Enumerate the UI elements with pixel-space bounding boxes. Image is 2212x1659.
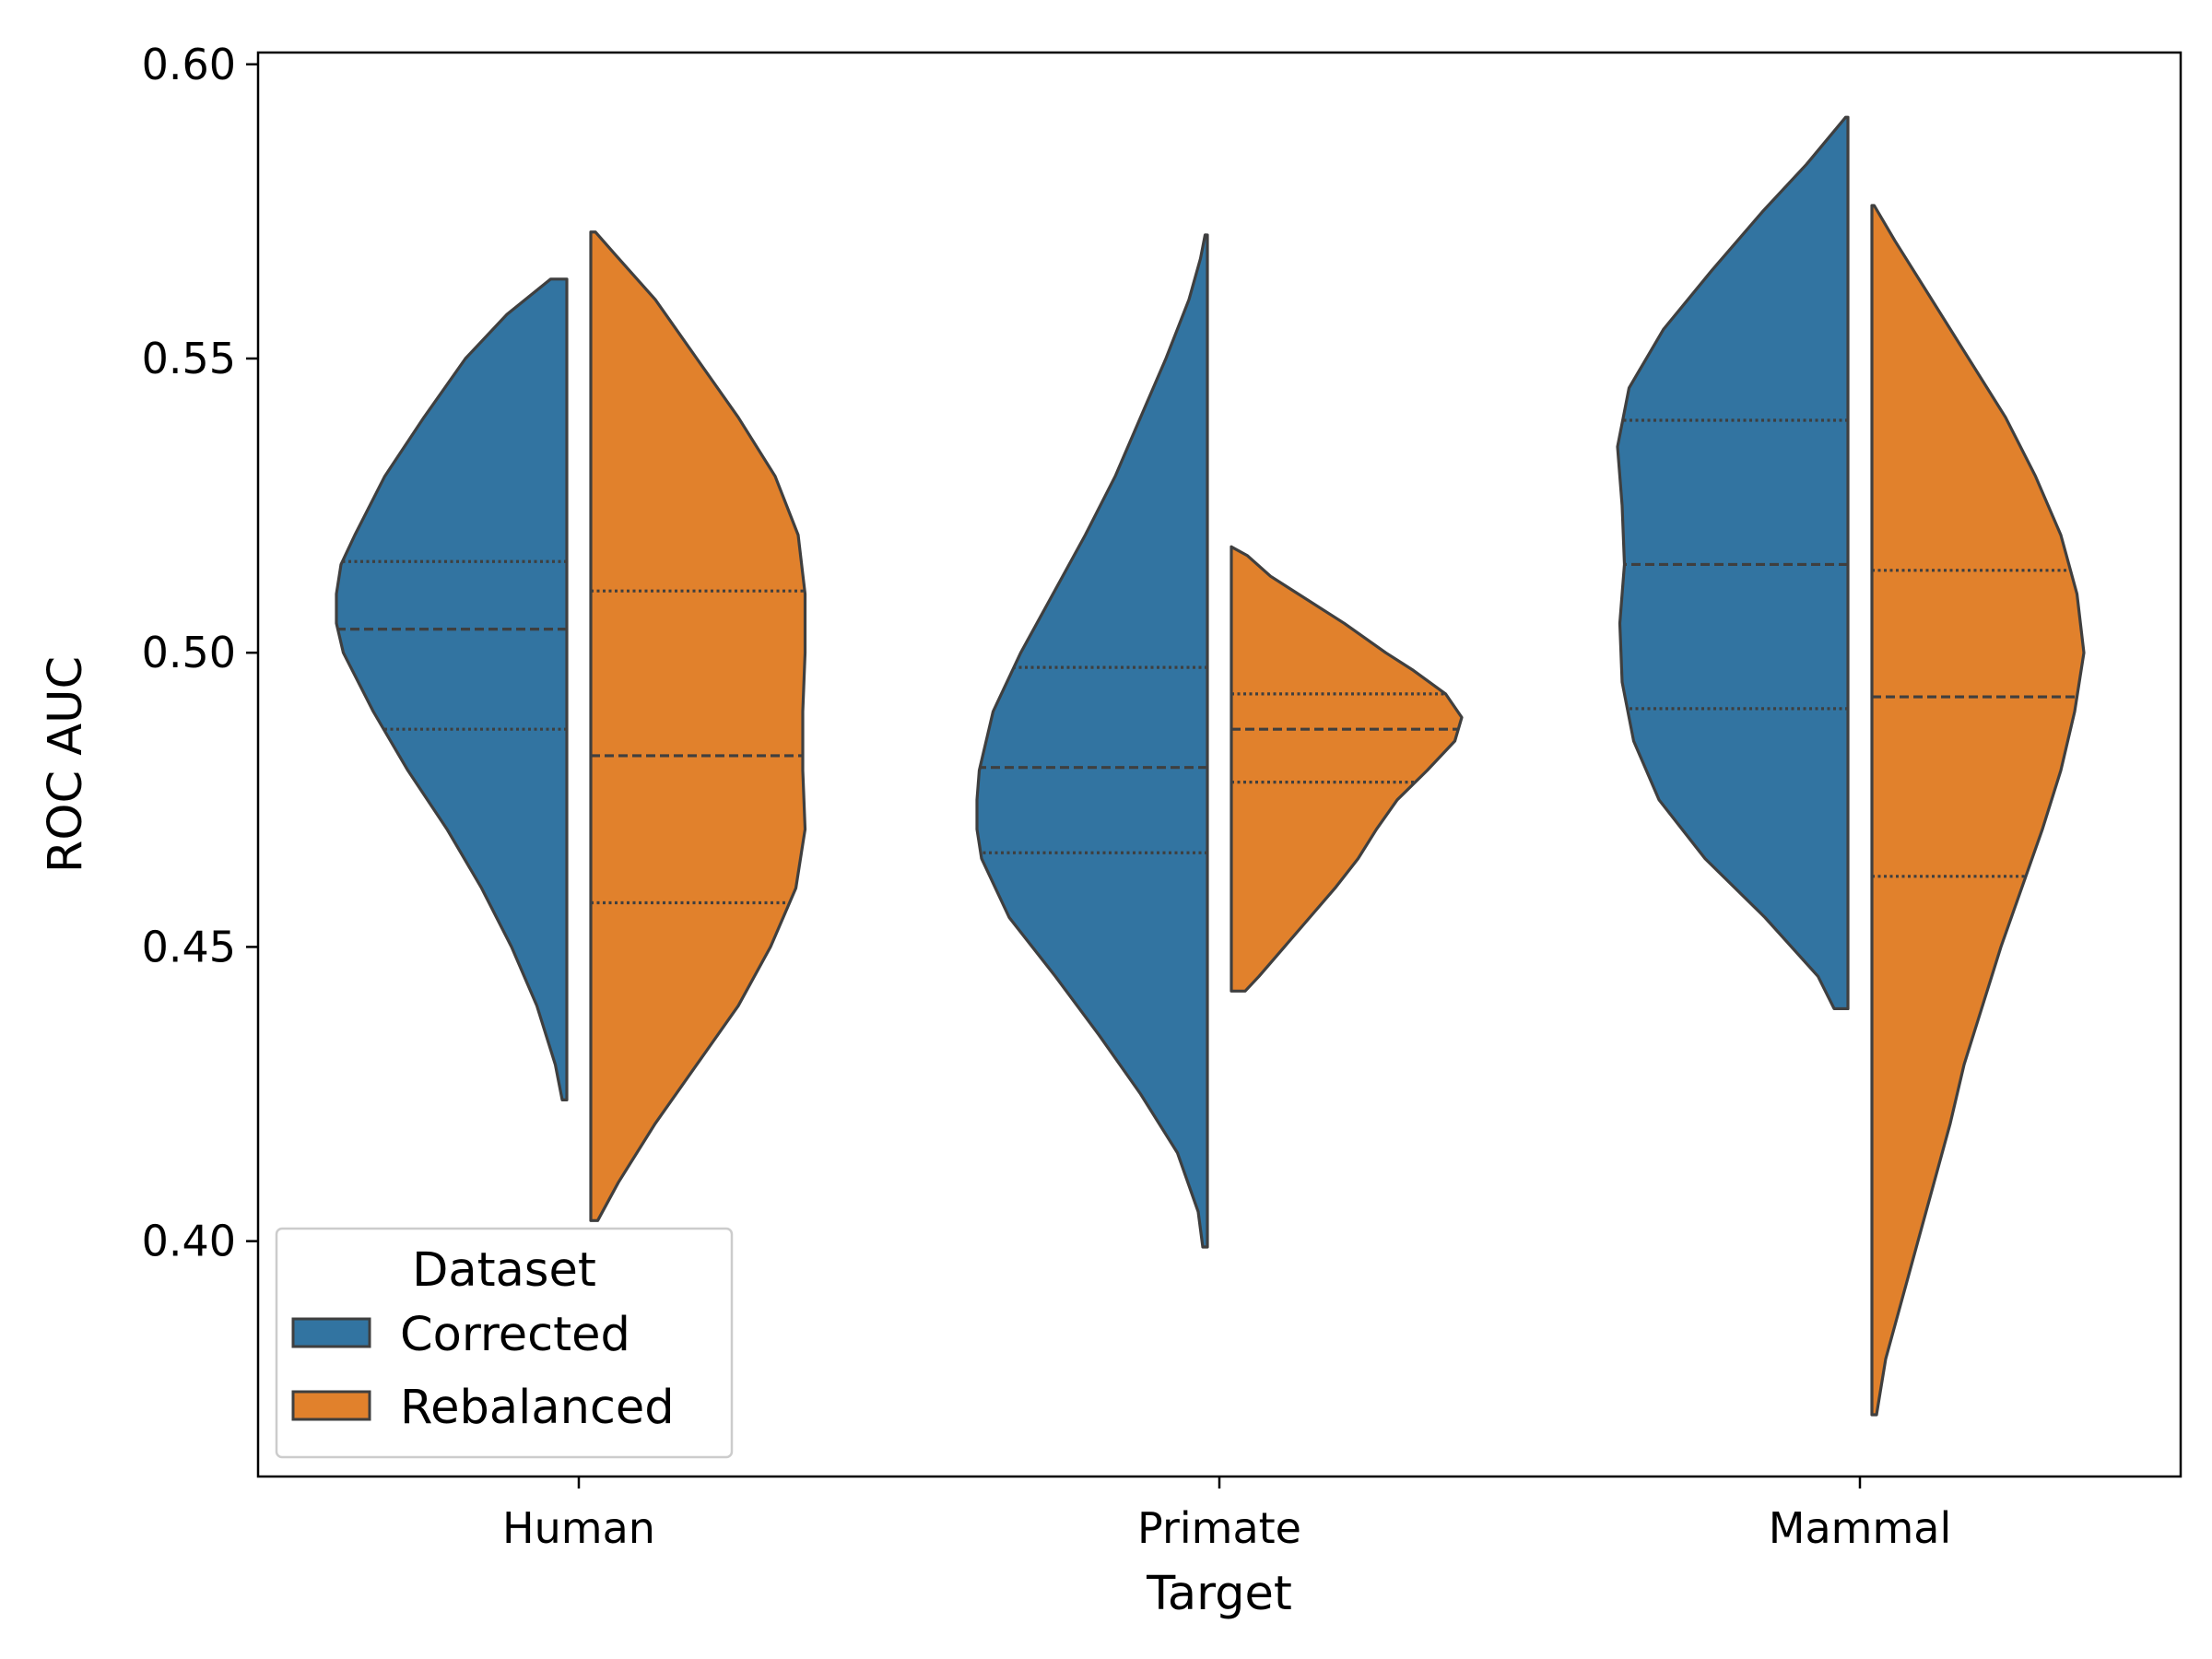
- violin-rebalanced-mammal: [1870, 204, 2086, 1417]
- legend-label-corrected: Corrected: [400, 1308, 630, 1362]
- violin-corrected-primate: [975, 233, 1209, 1249]
- legend: Dataset Corrected Rebalanced: [275, 1227, 734, 1459]
- legend-label-rebalanced: Rebalanced: [400, 1381, 675, 1435]
- x-axis: Human Primate Mammal: [502, 1477, 1951, 1553]
- legend-swatch-rebalanced: [291, 1390, 371, 1421]
- x-axis-label: Target: [1146, 1567, 1292, 1621]
- y-axis-label: ROC AUC: [39, 656, 93, 873]
- y-tick-label: 0.60: [142, 40, 236, 89]
- x-tick-label-human: Human: [502, 1503, 655, 1553]
- y-axis: 0.40 0.45 0.50 0.55 0.60: [142, 40, 258, 1266]
- violins-layer: [335, 115, 2086, 1417]
- violin-rebalanced-human: [589, 230, 807, 1222]
- y-tick-label: 0.45: [142, 922, 236, 971]
- violin-corrected-mammal: [1616, 115, 1850, 1011]
- y-tick-label: 0.40: [142, 1217, 236, 1266]
- legend-title: Dataset: [412, 1243, 596, 1298]
- y-tick-label: 0.55: [142, 334, 236, 383]
- x-tick-label-mammal: Mammal: [1769, 1503, 1951, 1553]
- x-tick-label-primate: Primate: [1137, 1503, 1301, 1553]
- legend-box: [275, 1227, 734, 1459]
- legend-swatch-corrected: [291, 1317, 371, 1348]
- y-tick-label: 0.50: [142, 628, 236, 677]
- violin-corrected-human: [335, 277, 569, 1101]
